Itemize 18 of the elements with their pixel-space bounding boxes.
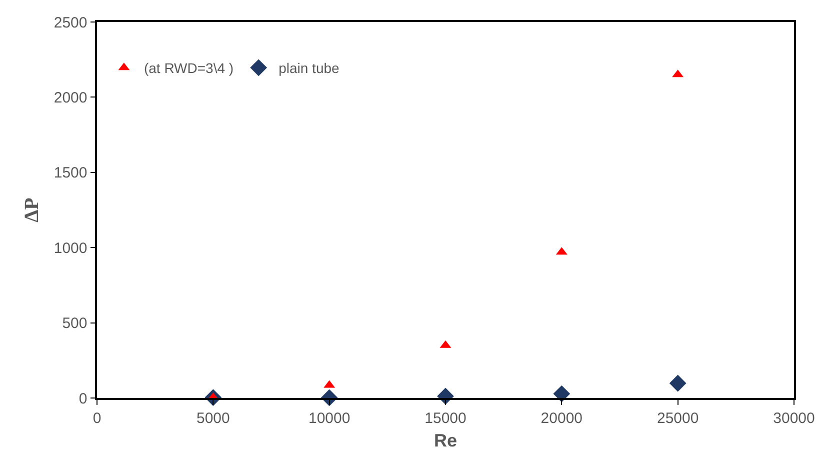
y-tick-label: 2000	[54, 89, 88, 106]
y-axis-title: ΔP	[20, 198, 43, 222]
y-tick-label: 2500	[54, 14, 88, 32]
x-tick-label: 5000	[196, 410, 230, 427]
x-tick-label: 20000	[540, 410, 583, 427]
y-tick-label: 500	[62, 315, 88, 332]
x-tick-label: 10000	[308, 410, 350, 427]
x-axis-title: Re	[434, 430, 458, 450]
y-tick-label: 1000	[54, 240, 88, 257]
x-tick-label: 15000	[424, 410, 466, 427]
point	[669, 374, 686, 392]
legend-label: (at RWD=3\4 )	[144, 60, 234, 76]
x-tick-label: 0	[92, 410, 102, 427]
x-tick-label: 30000	[773, 410, 815, 427]
x-tick-label: 25000	[656, 410, 699, 427]
y-tick-label: 0	[78, 390, 88, 408]
y-tick-label: 1500	[54, 164, 88, 182]
legend-label: plain tube	[278, 60, 340, 76]
